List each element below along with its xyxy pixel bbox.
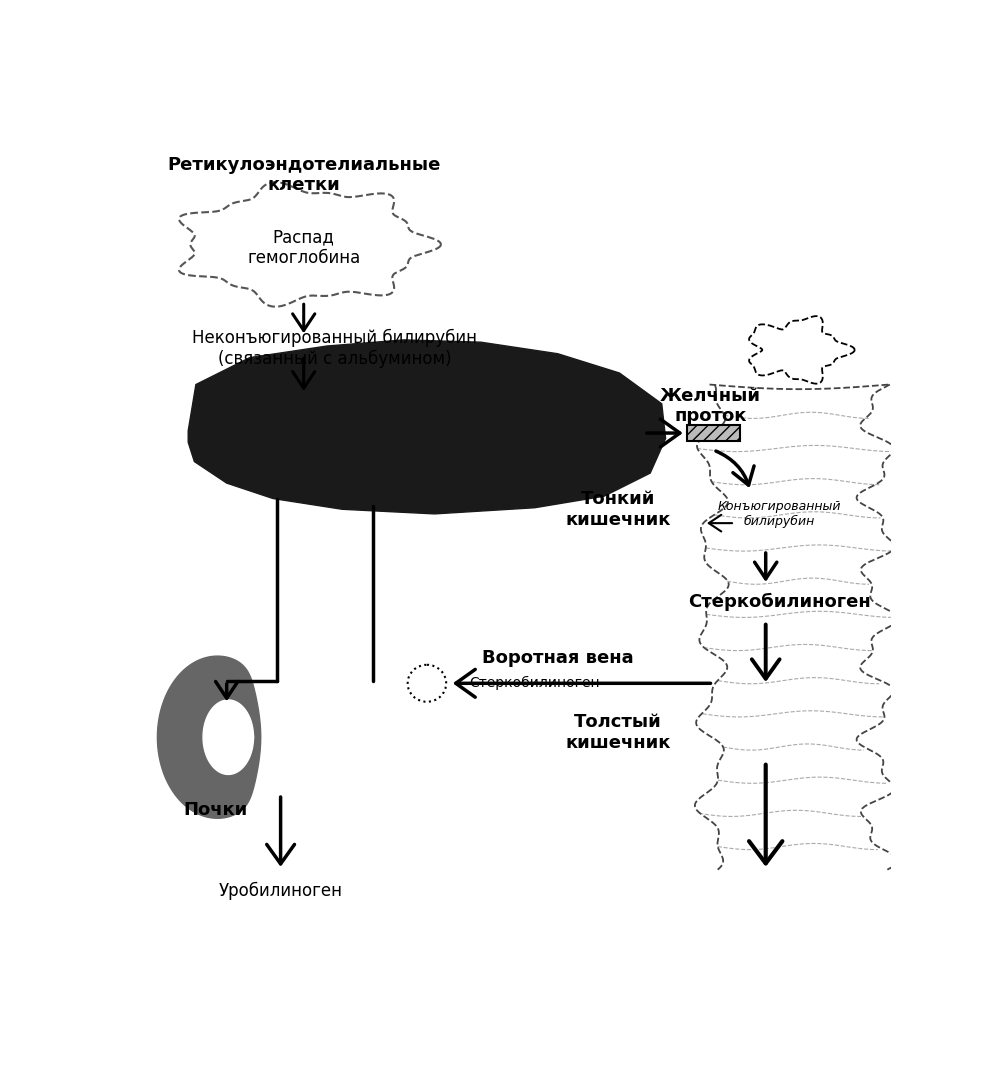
- Circle shape: [227, 714, 247, 734]
- Polygon shape: [189, 340, 665, 514]
- Polygon shape: [158, 657, 261, 819]
- Text: Уробилиноген: Уробилиноген: [218, 882, 343, 900]
- Ellipse shape: [408, 665, 446, 702]
- Text: Тонкий
кишечник: Тонкий кишечник: [565, 490, 670, 528]
- Circle shape: [214, 714, 233, 734]
- Text: Желчный
проток: Желчный проток: [659, 387, 761, 425]
- Text: Распад
гемоглобина: Распад гемоглобина: [247, 228, 360, 267]
- Circle shape: [208, 727, 227, 747]
- Text: Конъюгированный
билирубин: Конъюгированный билирубин: [718, 500, 841, 528]
- FancyBboxPatch shape: [687, 425, 740, 440]
- Circle shape: [214, 741, 233, 760]
- Text: Стеркобилиноген: Стеркобилиноген: [470, 676, 600, 690]
- Text: Толстый
кишечник: Толстый кишечник: [565, 713, 670, 752]
- Text: Стеркобилиноген: Стеркобилиноген: [688, 592, 871, 611]
- Text: Неконъюгированный билирубин
(связанный с альбумином): Неконъюгированный билирубин (связанный с…: [192, 328, 477, 368]
- Text: Воротная вена: Воротная вена: [482, 649, 634, 667]
- Polygon shape: [203, 700, 253, 774]
- Text: Почки: Почки: [183, 801, 247, 819]
- Circle shape: [234, 727, 253, 747]
- Text: Ретикулоэндотелиальные
клетки: Ретикулоэндотелиальные клетки: [167, 155, 440, 195]
- Circle shape: [227, 741, 247, 760]
